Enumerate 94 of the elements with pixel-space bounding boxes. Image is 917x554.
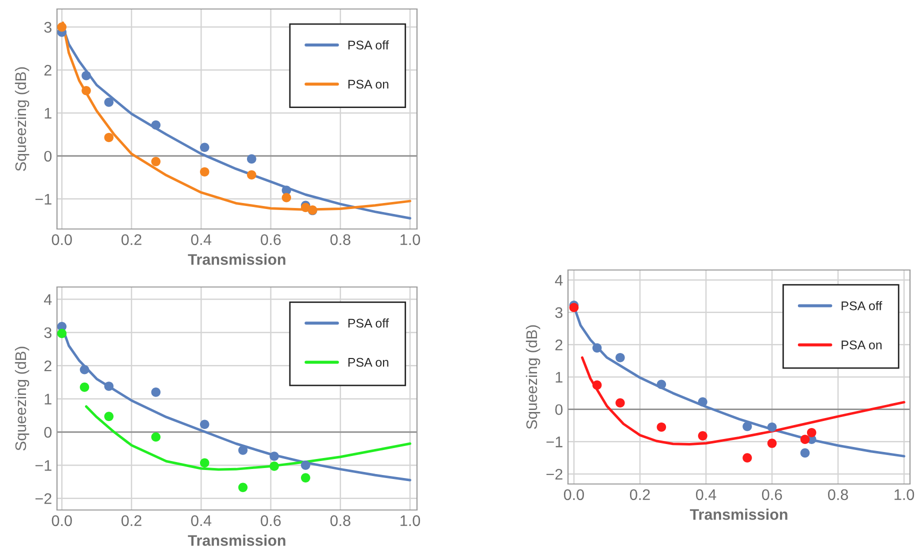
y-tick-label: −1 <box>35 460 52 471</box>
x-tick-label: 0.4 <box>696 489 716 500</box>
y-tick-label: 0 <box>44 426 52 438</box>
point <box>200 142 210 152</box>
x-tick-label: 0.2 <box>121 515 142 526</box>
point <box>300 460 310 470</box>
point <box>300 473 310 482</box>
point <box>238 446 248 455</box>
y-tick-label: 0 <box>44 150 52 162</box>
y-tick-label: 1 <box>556 372 562 383</box>
point <box>246 154 256 164</box>
x-tick-label: 0.4 <box>191 234 212 246</box>
x-tick-label: 0.2 <box>630 489 650 500</box>
x-tick-label: 0.6 <box>260 515 281 526</box>
point <box>592 343 602 353</box>
point <box>616 352 625 362</box>
point <box>800 434 810 444</box>
y-tick-label: 0 <box>555 404 563 416</box>
legend-label: PSA off <box>348 318 389 328</box>
x-tick-label: 1.0 <box>400 234 420 246</box>
x-axis-title: Transmission <box>188 534 286 546</box>
x-tick-label: 0.2 <box>121 234 142 246</box>
point <box>656 422 666 432</box>
y-tick-label: 3 <box>44 22 52 33</box>
point <box>200 167 210 177</box>
point <box>592 380 602 390</box>
legend-label: PSA off <box>842 301 882 310</box>
y-tick-label: 2 <box>44 360 52 372</box>
y-tick-label: 2 <box>44 64 52 76</box>
point <box>742 422 752 432</box>
x-tick-label: 0.4 <box>191 515 212 526</box>
point <box>616 398 625 408</box>
x-tick-label: 1.0 <box>400 515 420 526</box>
y-tick-label: −2 <box>35 493 52 504</box>
x-tick-label: 0.6 <box>762 489 782 500</box>
x-tick-label: 0.0 <box>564 489 584 500</box>
y-tick-label: 4 <box>554 275 563 286</box>
x-tick-label: 0.6 <box>260 234 281 246</box>
y-tick-label: −1 <box>35 194 52 204</box>
y-tick-label: 2 <box>555 340 562 350</box>
point <box>104 412 114 422</box>
y-tick-label: 1 <box>44 108 52 119</box>
y-tick-label: 4 <box>44 294 52 305</box>
point <box>151 388 161 397</box>
point <box>246 170 256 180</box>
point <box>151 120 161 130</box>
point <box>656 380 666 390</box>
y-tick-label: −2 <box>546 468 562 480</box>
point <box>742 453 752 462</box>
line-series <box>84 405 412 471</box>
y-axis-title: Squeezing (dB) <box>14 346 30 450</box>
point <box>151 432 161 442</box>
point <box>57 328 67 338</box>
x-tick-label: 0.8 <box>330 515 350 526</box>
legend-label: PSA on <box>348 80 388 89</box>
y-axis-title: Squeezing (dB) <box>14 67 30 171</box>
point <box>151 156 161 166</box>
point <box>104 132 114 142</box>
legend-label: PSA on <box>842 340 882 350</box>
x-axis-title: Transmission <box>690 508 788 520</box>
line-series <box>580 356 906 446</box>
x-tick-label: 0.8 <box>828 489 848 500</box>
point <box>767 438 777 448</box>
point <box>82 70 91 80</box>
x-tick-label: 1.0 <box>894 489 914 500</box>
point <box>238 482 248 492</box>
point <box>104 382 114 391</box>
x-tick-label: 0.8 <box>330 234 350 246</box>
legend-label: PSA off <box>348 40 389 50</box>
y-tick-label: −1 <box>546 436 562 448</box>
y-tick-label: 3 <box>44 327 52 338</box>
point <box>104 98 114 107</box>
point <box>200 420 210 430</box>
point <box>270 462 279 471</box>
y-tick-label: 3 <box>555 307 562 318</box>
point <box>800 448 810 458</box>
point <box>82 86 91 96</box>
point <box>200 458 210 468</box>
point <box>698 397 708 407</box>
point <box>80 382 90 392</box>
point <box>767 422 777 432</box>
legend-label: PSA on <box>348 358 388 367</box>
x-axis-title: Transmission <box>188 254 286 265</box>
point <box>282 192 292 202</box>
point <box>806 428 816 438</box>
y-axis-title: Squeezing (dB) <box>526 325 540 429</box>
point <box>80 364 90 374</box>
y-tick-label: 1 <box>44 394 52 404</box>
point <box>698 431 708 440</box>
point <box>270 452 279 461</box>
x-tick-label: 0.0 <box>52 234 72 246</box>
x-tick-label: 0.0 <box>52 515 72 526</box>
point <box>569 302 579 312</box>
point <box>57 22 67 32</box>
